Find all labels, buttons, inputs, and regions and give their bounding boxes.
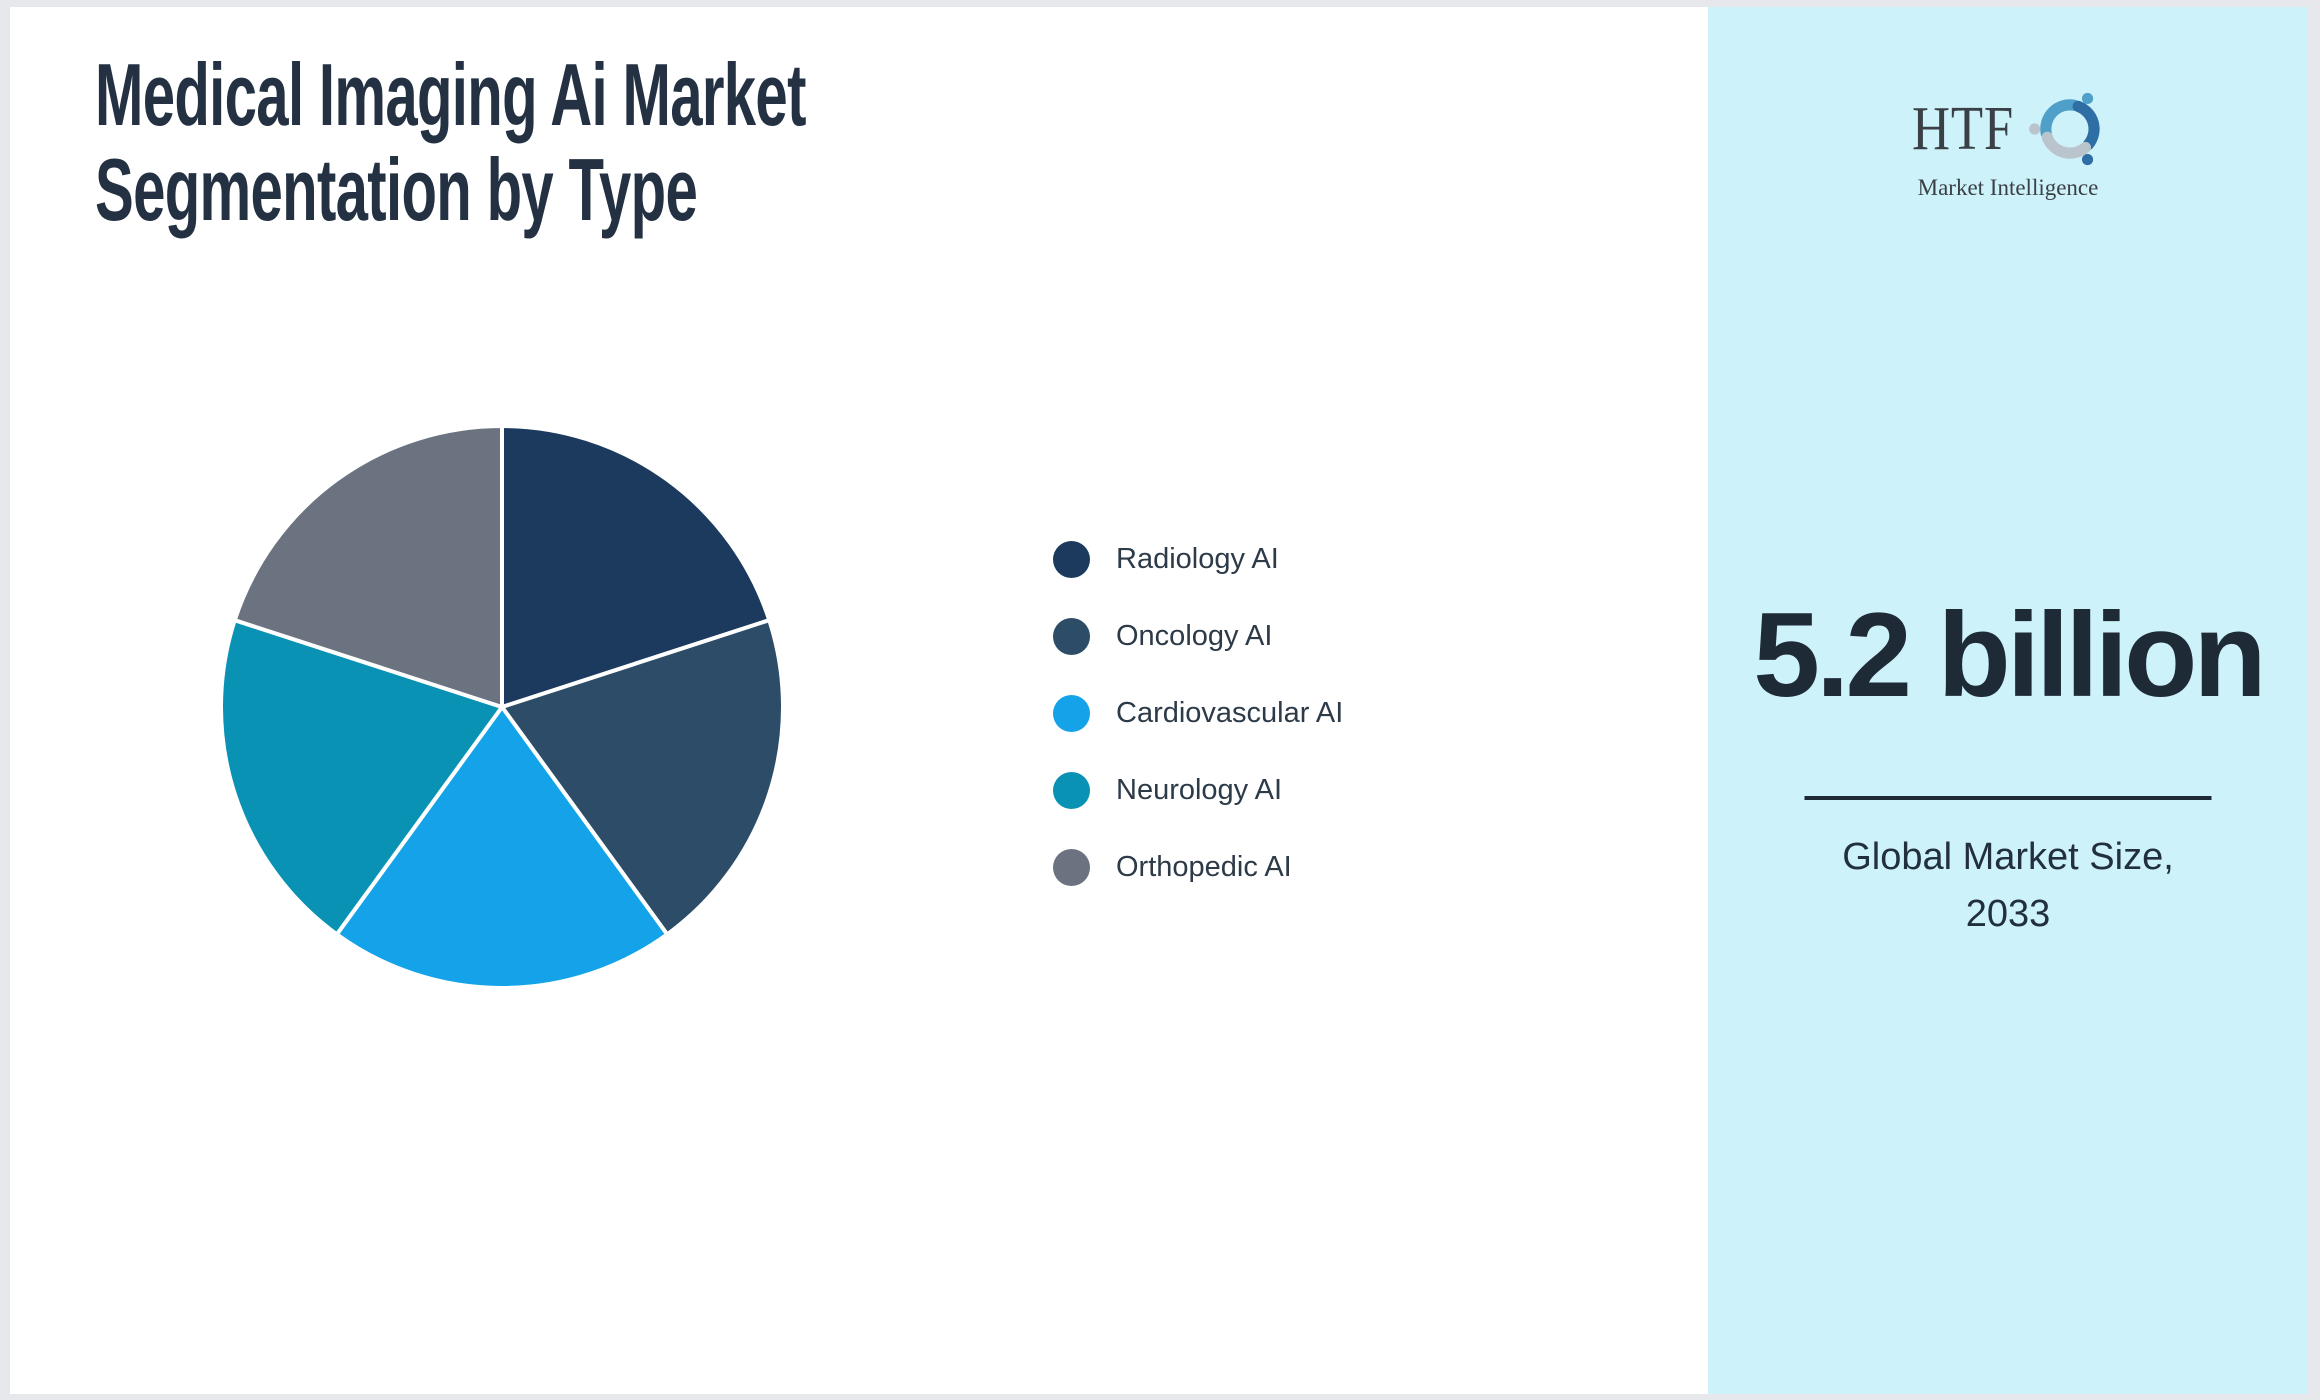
- brand-logo-text: HTF: [1911, 95, 2015, 163]
- legend-swatch-icon: [1053, 541, 1090, 578]
- legend: Radiology AI Oncology AI Cardiovascular AI…: [1053, 521, 1343, 906]
- pie-slice-neurology-ai: [219, 618, 504, 937]
- pie-slice-orthopedic-ai: [232, 424, 504, 709]
- pie-slice-oncology-ai: [500, 618, 785, 937]
- market-size-value: 5.2 billion: [1753, 588, 2266, 722]
- legend-item: Orthopedic AI: [1053, 829, 1343, 906]
- pie-slice-cardiovascular-ai: [334, 705, 670, 990]
- brand-logo-row: HTF: [1903, 85, 2113, 173]
- legend-swatch-icon: [1053, 772, 1090, 809]
- legend-swatch-icon: [1053, 849, 1090, 886]
- legend-item: Cardiovascular AI: [1053, 675, 1343, 752]
- page-title: Medical Imaging Ai Market Segmentation b…: [95, 47, 806, 237]
- brand-logo-tagline: Market Intelligence: [1917, 175, 2099, 200]
- content-card: Medical Imaging Ai Market Segmentation b…: [10, 7, 2308, 1394]
- legend-swatch-icon: [1053, 618, 1090, 655]
- divider-line: [1804, 796, 2212, 800]
- legend-swatch-icon: [1053, 695, 1090, 732]
- pie-slice-radiology-ai: [500, 424, 772, 709]
- market-size-caption-line-1: Global Market Size,: [1842, 836, 2174, 878]
- brand-logo: HTF: [1903, 85, 2113, 201]
- legend-label: Radiology AI: [1116, 543, 1279, 575]
- market-size-caption-line-2: 2033: [1965, 893, 2051, 935]
- legend-item: Oncology AI: [1053, 598, 1343, 675]
- logo-swirl-icon: [2029, 92, 2100, 166]
- legend-label: Cardiovascular AI: [1116, 697, 1344, 729]
- legend-item: Neurology AI: [1053, 752, 1343, 829]
- page-title-line-2: Segmentation by Type: [95, 140, 698, 239]
- legend-label: Neurology AI: [1116, 774, 1283, 806]
- legend-label: Oncology AI: [1116, 620, 1273, 652]
- pie-chart: [219, 424, 785, 990]
- legend-item: Radiology AI: [1053, 521, 1343, 598]
- legend-label: Orthopedic AI: [1116, 851, 1292, 883]
- market-size-caption: Global Market Size, 2033: [1708, 829, 2308, 943]
- sidebar-panel: HTF: [1708, 7, 2308, 1394]
- page-title-line-1: Medical Imaging Ai Market: [95, 45, 806, 144]
